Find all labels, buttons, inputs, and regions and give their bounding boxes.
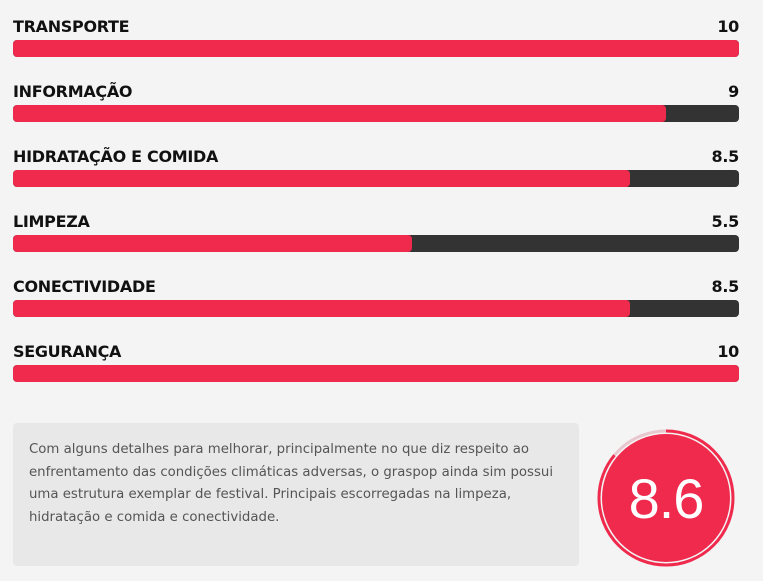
overall-score-badge: 8.6 [595,427,737,569]
rating-value: 8.5 [711,147,740,166]
ratings-list: TRANSPORTE 10 INFORMAÇÃO 9 HIDRATAÇÃO E … [13,0,739,390]
rating-bar-fill [13,300,631,317]
score-ring [596,428,736,568]
score-disc [602,434,730,562]
rating-row-hidratacao-e-comida: HIDRATAÇÃO E COMIDA 8.5 [13,130,739,195]
rating-bar-fill [13,365,739,382]
rating-row-seguranca: SEGURANÇA 10 [13,325,739,390]
rating-row-informacao: INFORMAÇÃO 9 [13,65,739,130]
rating-label: TRANSPORTE [13,17,130,36]
overall-score-value: 8.6 [628,466,705,530]
rating-label: INFORMAÇÃO [13,82,133,101]
rating-row-limpeza: LIMPEZA 5.5 [13,195,739,260]
rating-bar-fill [13,105,667,122]
rating-value: 10 [717,342,739,361]
rating-bar-fill [13,170,631,187]
rating-label: HIDRATAÇÃO E COMIDA [13,147,219,166]
rating-row-conectividade: CONECTIVIDADE 8.5 [13,260,739,325]
rating-bar-fill [13,40,739,57]
rating-bar-track [13,40,739,57]
rating-row-transporte: TRANSPORTE 10 [13,0,739,65]
rating-bar-fill [13,235,413,252]
rating-value: 5.5 [711,212,740,231]
rating-value: 8.5 [711,277,740,296]
rating-value: 10 [717,17,739,36]
rating-bar-track [13,105,739,122]
rating-bar-track [13,170,739,187]
rating-bar-track [13,300,739,317]
rating-bar-track [13,235,739,252]
rating-label: SEGURANÇA [13,342,122,361]
summary-text: Com alguns detalhes para melhorar, princ… [29,442,554,525]
rating-bar-track [13,365,739,382]
rating-label: LIMPEZA [13,212,90,231]
summary-box: Com alguns detalhes para melhorar, princ… [13,423,579,566]
score-ring-progress [597,429,735,567]
rating-label: CONECTIVIDADE [13,277,156,296]
rating-value: 9 [728,82,739,101]
